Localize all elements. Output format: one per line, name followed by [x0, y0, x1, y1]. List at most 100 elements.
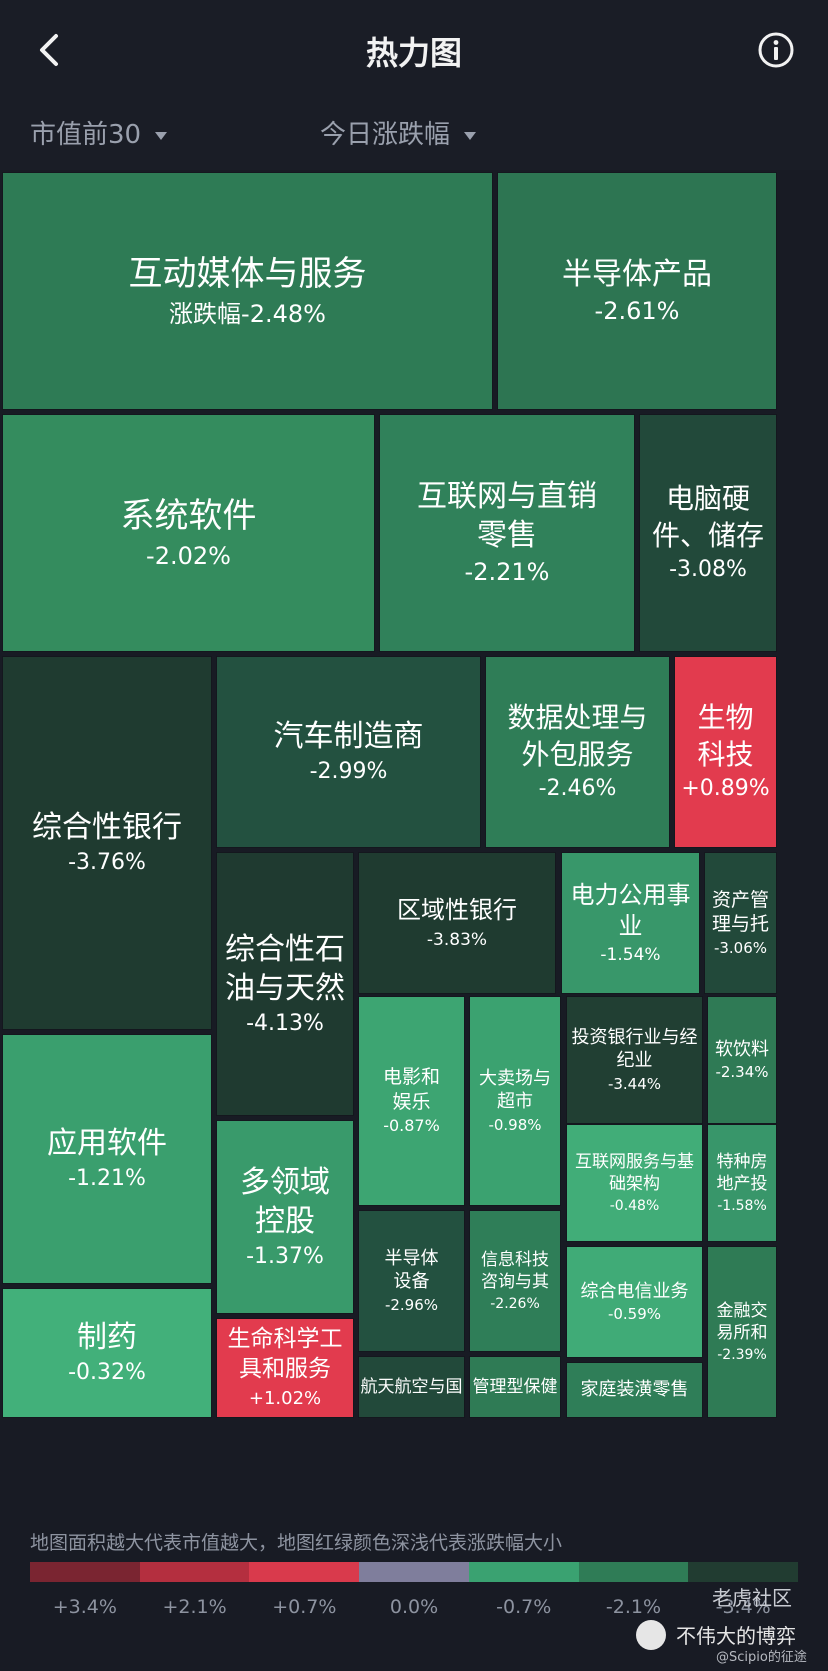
- tile-name: 系统软件: [120, 496, 257, 537]
- tile-name: 制药: [77, 1320, 137, 1356]
- tile-name: 综合性石 油与天然: [225, 931, 345, 1006]
- treemap-tile[interactable]: 互联网服务与基 础架构 -0.48%: [566, 1124, 703, 1242]
- tile-name: 多领域 控股: [240, 1164, 330, 1239]
- treemap-tile[interactable]: 系统软件 -2.02%: [2, 414, 375, 652]
- tile-change-value: -0.87%: [383, 1116, 440, 1136]
- tile-change-value: -0.48%: [609, 1198, 660, 1214]
- color-scale-tick: -0.7%: [496, 1596, 552, 1618]
- treemap-tile[interactable]: 区域性银行 -3.83%: [358, 852, 556, 994]
- treemap-tile[interactable]: 金融交 易所和 -2.39%: [707, 1246, 777, 1418]
- tile-change-value: -0.59%: [607, 1304, 662, 1323]
- tile-change-value: +0.89%: [681, 776, 770, 802]
- tile-name: 软饮料: [715, 1038, 769, 1060]
- watermark-logo-icon: [636, 1620, 666, 1650]
- color-scale-tick: -2.1%: [605, 1596, 662, 1618]
- filter-bar: [0, 100, 828, 170]
- treemap-tile[interactable]: 资产管 理与托 -3.06%: [704, 852, 777, 994]
- treemap-tile[interactable]: 电脑硬 件、储存 -3.08%: [639, 414, 777, 652]
- treemap-tile[interactable]: 特种房 地产投 -1.58%: [707, 1124, 777, 1242]
- tile-change-value: -1.21%: [68, 1166, 146, 1192]
- tile-name: 家庭装潢零售: [580, 1379, 689, 1401]
- treemap-tile[interactable]: 半导体产品 -2.61%: [497, 172, 777, 410]
- tile-change-value: -2.61%: [594, 296, 680, 325]
- tile-change-value: -2.99%: [309, 759, 388, 785]
- tile-change-value: -1.37%: [246, 1243, 324, 1269]
- tile-name: 汽车制造商: [273, 719, 424, 755]
- caret-down-icon: [464, 131, 477, 140]
- tile-name: 信息科技 咨询与其: [481, 1249, 549, 1292]
- back-arrow-icon[interactable]: [30, 30, 70, 70]
- tile-name: 生物 科技: [697, 701, 754, 771]
- info-icon[interactable]: [756, 30, 796, 70]
- scope-dropdown-label: 市值前30: [30, 120, 142, 150]
- tile-name: 数据处理与 外包服务: [507, 701, 648, 771]
- tile-name: 电力公用事 业: [570, 880, 691, 940]
- tile-change-value: -2.39%: [717, 1347, 767, 1363]
- treemap-tile[interactable]: 家庭装潢零售: [566, 1362, 703, 1418]
- treemap-tile[interactable]: 互联网与直销 零售 -2.21%: [379, 414, 635, 652]
- treemap-tile[interactable]: 生命科学工 具和服务 +1.02%: [216, 1318, 354, 1418]
- treemap-tile[interactable]: 信息科技 咨询与其 -2.26%: [469, 1210, 561, 1352]
- treemap-tile[interactable]: 综合性石 油与天然 -4.13%: [216, 852, 354, 1116]
- treemap-tile[interactable]: 管理型保健: [469, 1356, 561, 1418]
- tile-change-value: -2.26%: [490, 1296, 540, 1312]
- color-scale-swatch: [578, 1562, 689, 1582]
- tile-change-value: -3.08%: [669, 557, 747, 583]
- scope-dropdown[interactable]: 市值前30: [30, 114, 168, 151]
- treemap-tile[interactable]: 数据处理与 外包服务 -2.46%: [485, 656, 670, 848]
- treemap-tile[interactable]: 航天航空与国: [358, 1356, 465, 1418]
- treemap-tile[interactable]: 综合性银行 -3.76%: [2, 656, 212, 1030]
- tile-change-value: -4.13%: [246, 1010, 324, 1036]
- tile-change-value: -2.46%: [538, 776, 617, 802]
- sector-treemap: 互动媒体与服务涨跌幅-2.48% 半导体产品 -2.61% 系统软件 -2.02% 互联网…: [0, 172, 828, 1512]
- treemap-tile[interactable]: 互动媒体与服务涨跌幅-2.48%: [2, 172, 493, 410]
- tile-name: 半导体产品: [562, 256, 712, 292]
- color-scale-swatch: [139, 1562, 250, 1582]
- treemap-tile[interactable]: 生物 科技 +0.89%: [674, 656, 777, 848]
- page-title: 热力图: [365, 34, 462, 72]
- tile-name: 航天航空与国: [360, 1376, 463, 1397]
- tile-change-value: -3.44%: [607, 1074, 662, 1093]
- tile-change-value: 涨跌幅-2.48%: [169, 299, 326, 328]
- treemap-tile[interactable]: 综合电信业务 -0.59%: [566, 1246, 703, 1358]
- color-scale: [30, 1562, 799, 1582]
- caret-down-icon: [155, 131, 168, 140]
- treemap-tile[interactable]: 软饮料 -2.34%: [707, 996, 777, 1124]
- color-scale-tick: +3.4%: [52, 1596, 117, 1618]
- tile-change-value: -2.34%: [715, 1062, 769, 1081]
- metric-dropdown[interactable]: 今日涨跌幅: [320, 114, 477, 151]
- top-bar: 热力图: [0, 0, 828, 100]
- tile-change-value: -2.02%: [146, 541, 231, 570]
- tile-change-value: -0.98%: [488, 1115, 542, 1134]
- tile-name: 管理型保健: [472, 1376, 558, 1397]
- tile-change-value: -1.58%: [717, 1198, 767, 1214]
- tile-change-value: -3.06%: [713, 938, 768, 957]
- metric-dropdown-label: 今日涨跌幅: [320, 120, 451, 150]
- tile-change-value: -1.54%: [600, 945, 661, 966]
- treemap-tile[interactable]: 电力公用事 业 -1.54%: [561, 852, 700, 994]
- tile-name: 电脑硬 件、储存: [651, 482, 764, 552]
- watermark-secondary: 老虎社区: [712, 1586, 792, 1610]
- treemap-tile[interactable]: 半导体 设备 -2.96%: [358, 1210, 465, 1352]
- tile-name: 电影和 娱乐: [382, 1065, 440, 1113]
- treemap-tile[interactable]: 大卖场与 超市 -0.98%: [469, 996, 561, 1206]
- tile-name: 应用软件: [47, 1126, 167, 1162]
- tile-name: 生命科学工 具和服务: [227, 1326, 343, 1383]
- color-scale-swatch: [688, 1562, 799, 1582]
- tile-name: 半导体 设备: [384, 1247, 439, 1293]
- color-scale-ticks: +3.4% +2.1% +0.7% 0.0% -0.7% -2.1% -3.4%: [30, 1596, 798, 1618]
- color-scale-tick: 0.0%: [389, 1596, 439, 1618]
- treemap-tile[interactable]: 制药 -0.32%: [2, 1288, 212, 1418]
- legend-note: 地图面积越大代表市值越大，地图红绿颜色深浅代表涨跌幅大小: [30, 1532, 563, 1554]
- tile-change-value: -0.32%: [68, 1360, 146, 1386]
- treemap-tile[interactable]: 多领域 控股 -1.37%: [216, 1120, 354, 1314]
- treemap-tile[interactable]: 应用软件 -1.21%: [2, 1034, 212, 1284]
- tile-name: 区域性银行: [397, 896, 517, 925]
- treemap-tile[interactable]: 汽车制造商 -2.99%: [216, 656, 481, 848]
- color-scale-tick: -3.4%: [715, 1596, 771, 1618]
- treemap-tile[interactable]: 投资银行业与经 纪业 -3.44%: [566, 996, 703, 1124]
- tile-name: 大卖场与 超市: [479, 1067, 551, 1113]
- treemap-tile[interactable]: 电影和 娱乐 -0.87%: [358, 996, 465, 1206]
- tile-change-value: +1.02%: [248, 1388, 322, 1410]
- tile-name: 互动媒体与服务: [128, 254, 367, 295]
